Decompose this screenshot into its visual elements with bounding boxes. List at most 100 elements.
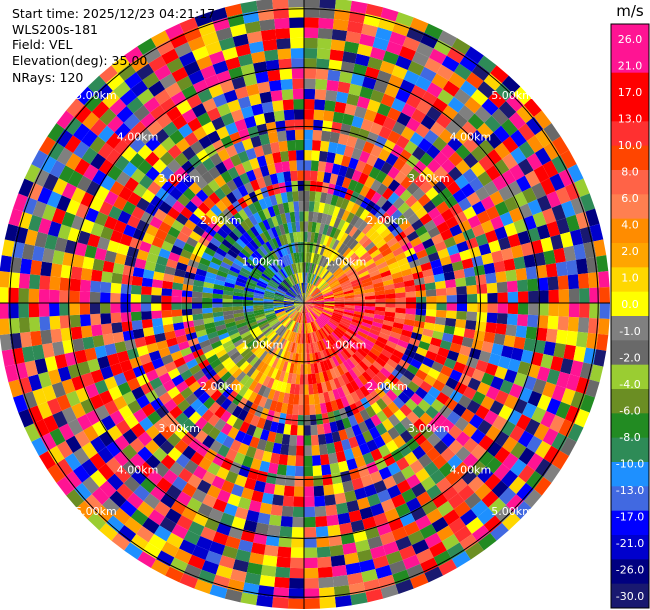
ppi-gate: [334, 492, 347, 505]
ppi-gate: [355, 433, 367, 446]
ppi-gate: [381, 187, 394, 200]
ppi-gate: [311, 373, 317, 385]
ppi-gate: [262, 554, 278, 567]
ppi-gate: [342, 284, 353, 291]
ppi-gate: [474, 483, 492, 501]
ppi-gate: [306, 283, 311, 294]
ppi-gate: [546, 221, 561, 238]
ppi-gate: [355, 205, 366, 218]
ppi-gate: [550, 234, 564, 250]
ppi-gate: [314, 89, 327, 101]
ppi-gate: [395, 297, 406, 303]
ppi-gate: [340, 198, 350, 210]
ppi-gate: [321, 130, 332, 142]
ppi-gate: [340, 532, 355, 545]
ppi-gate: [304, 262, 307, 273]
ppi-gate: [375, 564, 393, 579]
ppi-gate: [579, 226, 594, 244]
colorbar-tick-label: -17.0: [616, 510, 644, 523]
ppi-gate: [346, 269, 358, 278]
ppi-gate: [524, 170, 541, 188]
ppi-gate: [292, 516, 304, 528]
ppi-gate: [326, 336, 334, 346]
ppi-plot: 1.00km1.00km1.00km1.00km2.00km2.00km2.00…: [0, 0, 610, 609]
ppi-gate: [323, 484, 335, 496]
ppi-gate: [351, 115, 364, 129]
ppi-gate: [565, 259, 578, 276]
ppi-gate: [447, 454, 463, 470]
ppi-gate: [298, 404, 304, 416]
ppi-gate: [324, 494, 336, 506]
ppi-gate: [384, 288, 396, 295]
ppi-gate: [463, 386, 477, 400]
ppi-gate: [546, 398, 562, 416]
ppi-gate: [488, 90, 506, 109]
ppi-gate: [508, 383, 524, 399]
ppi-gate: [426, 82, 443, 98]
ppi-gate: [343, 552, 360, 565]
ppi-gate: [304, 190, 310, 202]
ppi-gate: [320, 285, 330, 292]
ppi-gate: [553, 342, 566, 359]
ppi-gate: [304, 303, 313, 310]
ppi-gate: [378, 243, 390, 254]
ppi-gate: [351, 169, 363, 182]
ppi-gate: [353, 377, 364, 389]
ppi-gate: [333, 307, 345, 312]
ppi-gate: [535, 458, 553, 477]
ppi-gate: [445, 317, 457, 327]
ppi-gate: [357, 220, 369, 232]
ppi-gate: [319, 361, 327, 372]
ppi-gate: [365, 588, 384, 603]
ppi-gate: [349, 341, 360, 351]
ppi-gate: [307, 322, 311, 334]
ppi-gate: [316, 48, 331, 60]
ppi-gate: [386, 358, 399, 369]
ppi-gate: [364, 306, 376, 311]
ppi-gate: [323, 296, 335, 300]
ppi-gate: [525, 266, 538, 280]
ppi-gate: [378, 466, 392, 481]
ppi-gate: [294, 465, 304, 477]
ppi-gate: [363, 338, 375, 348]
ppi-gate: [540, 353, 554, 369]
ppi-gate: [405, 291, 417, 298]
ppi-gate: [317, 38, 332, 50]
ppi-gate: [279, 526, 293, 538]
ppi-gate: [455, 159, 471, 175]
ppi-gate: [319, 283, 329, 292]
ppi-gate: [483, 262, 496, 275]
ppi-gate: [535, 264, 548, 279]
ppi-gate: [459, 54, 478, 72]
ppi-gate: [356, 96, 371, 109]
ppi-gate: [359, 506, 374, 520]
ppi-gate: [439, 339, 452, 351]
ppi-gate: [481, 252, 494, 265]
ppi-gate: [351, 258, 362, 268]
ppi-gate: [376, 183, 388, 196]
ppi-gate: [309, 285, 316, 295]
ppi-gate: [304, 293, 308, 303]
ppi-gate: [326, 369, 334, 381]
ppi-gate: [368, 426, 381, 440]
ppi-gate: [496, 281, 508, 293]
ppi-gate: [319, 234, 327, 245]
ppi-gate: [395, 55, 412, 71]
ppi-gate: [427, 226, 441, 239]
ppi-gate: [316, 536, 330, 548]
ppi-gate: [425, 447, 441, 462]
ppi-gate: [351, 353, 362, 364]
ppi-gate: [350, 519, 365, 533]
ppi-gate: [527, 278, 539, 292]
ppi-gate: [463, 152, 479, 169]
ppi-gate: [526, 435, 543, 453]
ppi-gate: [490, 215, 504, 230]
ppi-gate: [420, 114, 436, 130]
ppi-gate: [525, 326, 538, 340]
ppi-gate: [414, 386, 428, 400]
ppi-gate: [410, 84, 427, 100]
ppi-gate: [345, 200, 355, 213]
ppi-gate: [350, 592, 368, 606]
ppi-gate: [362, 280, 373, 288]
